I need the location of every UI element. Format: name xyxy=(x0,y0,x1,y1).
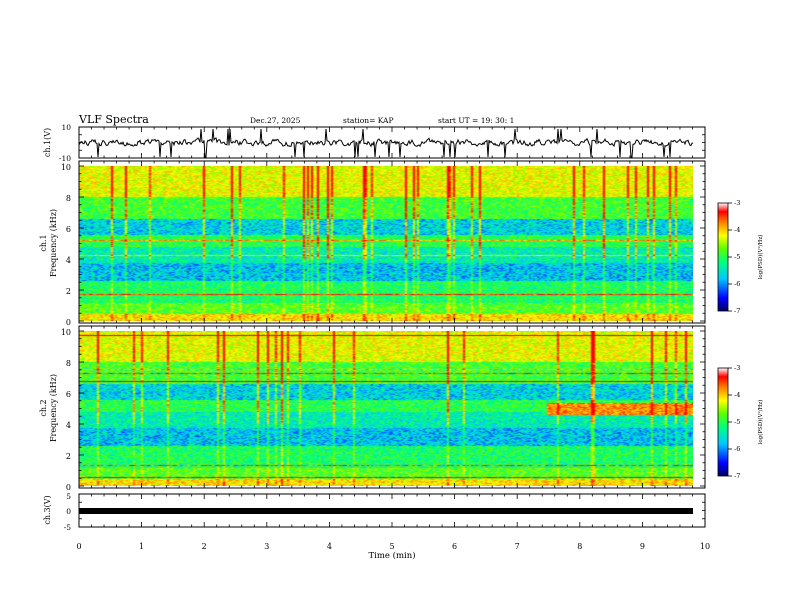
ch2-spec-ytick-6: 6 xyxy=(66,390,71,399)
ch2-colorbar-tick-m5: -5 xyxy=(734,418,740,426)
xtick-5: 5 xyxy=(389,542,394,551)
ch1-spec-ytick-6: 6 xyxy=(66,225,71,234)
ch3-ytick-bottom: -5 xyxy=(64,523,72,532)
ch2-spec-ytick-10: 10 xyxy=(61,328,71,337)
ch1-ytick-top: 10 xyxy=(61,123,71,132)
x-axis: 0 1 2 3 4 5 6 7 8 9 10 Time (min) xyxy=(76,542,710,561)
xtick-4: 4 xyxy=(327,542,332,551)
ch1-spec-ylabel-channel: ch.1 xyxy=(39,234,48,251)
ch1-colorbar-label: log(PSD)(V²/Hz) xyxy=(757,235,764,280)
ch2-spec-ytick-2: 2 xyxy=(66,452,71,461)
ch2-colorbar-tick-m7: -7 xyxy=(734,472,740,480)
ch1-colorbar: -3 -4 -5 -6 -7 log(PSD)(V²/Hz) xyxy=(717,199,764,315)
ch1-waveform-ylabel: ch.1(V) xyxy=(43,128,52,157)
ch1-ytick-bottom: -10 xyxy=(59,154,71,163)
ch1-spec-ylabel-frequency: Frequency (kHz) xyxy=(49,209,58,277)
start-time-label: start UT = 19: 30: 1 xyxy=(438,116,514,125)
ch1-colorbar-tick-m6: -6 xyxy=(734,280,740,288)
ch1-colorbar-tick-m4: -4 xyxy=(734,226,740,234)
ch3-waveform-panel: 5 0 -5 ch.3(V) xyxy=(43,492,706,532)
ch1-colorbar-tick-m7: -7 xyxy=(734,307,740,315)
ch2-colorbar-gradient xyxy=(717,367,729,477)
ch1-waveform-panel: 10 -10 ch.1(V) xyxy=(43,123,706,163)
ch1-waveform-trace xyxy=(78,128,694,158)
ch3-waveform-trace xyxy=(79,508,693,514)
ch2-colorbar: -3 -4 -5 -6 -7 log(PSD)(V²/Hz) xyxy=(717,364,764,480)
xtick-2: 2 xyxy=(202,542,207,551)
ch1-spec-ytick-2: 2 xyxy=(66,287,71,296)
ch3-ytick-top: 5 xyxy=(66,492,71,501)
xtick-0: 0 xyxy=(76,542,81,551)
ch2-colorbar-label: log(PSD)(V²/Hz) xyxy=(757,400,764,445)
ch2-spec-ytick-4: 4 xyxy=(66,421,71,430)
ch3-ytick-mid: 0 xyxy=(66,507,71,516)
ch2-spec-ylabel-frequency: Frequency (kHz) xyxy=(49,374,58,442)
ch2-colorbar-tick-m4: -4 xyxy=(734,391,740,399)
ch1-colorbar-gradient xyxy=(717,202,729,312)
figure-title: VLF Spectra xyxy=(78,113,149,126)
ch1-spec-ytick-8: 8 xyxy=(66,194,71,203)
axis-ticks xyxy=(78,126,732,528)
xtick-8: 8 xyxy=(577,542,582,551)
ch1-spectrogram-panel: 0 2 4 6 8 10 ch.1 Frequency (kHz) xyxy=(39,160,706,327)
xtick-9: 9 xyxy=(640,542,645,551)
ch2-spec-ytick-0: 0 xyxy=(66,483,71,492)
ch2-spec-ylabel-channel: ch.2 xyxy=(39,399,48,416)
ch2-spectrogram-image xyxy=(79,331,693,486)
xtick-3: 3 xyxy=(264,542,269,551)
ch2-colorbar-tick-m6: -6 xyxy=(734,445,740,453)
ch1-colorbar-tick-m3: -3 xyxy=(734,199,740,207)
ch2-spectrogram-panel: 0 2 4 6 8 10 ch.2 Frequency (kHz) xyxy=(39,325,706,492)
station-label: station= KAP xyxy=(343,116,394,125)
ch1-spec-ytick-0: 0 xyxy=(66,318,71,327)
xtick-1: 1 xyxy=(139,542,144,551)
ch2-colorbar-tick-m3: -3 xyxy=(734,364,740,372)
xtick-6: 6 xyxy=(452,542,457,551)
ch1-spec-ytick-4: 4 xyxy=(66,256,71,265)
ch1-spectrogram-image xyxy=(79,166,693,321)
xtick-10: 10 xyxy=(700,542,710,551)
xtick-7: 7 xyxy=(515,542,520,551)
ch1-colorbar-tick-m5: -5 xyxy=(734,253,740,261)
ch1-spec-ytick-10: 10 xyxy=(61,163,71,172)
date-label: Dec.27, 2025 xyxy=(250,116,301,125)
ch3-waveform-ylabel: ch.3(V) xyxy=(43,495,52,524)
ch2-spec-ytick-8: 8 xyxy=(66,359,71,368)
x-axis-label: Time (min) xyxy=(368,550,415,561)
